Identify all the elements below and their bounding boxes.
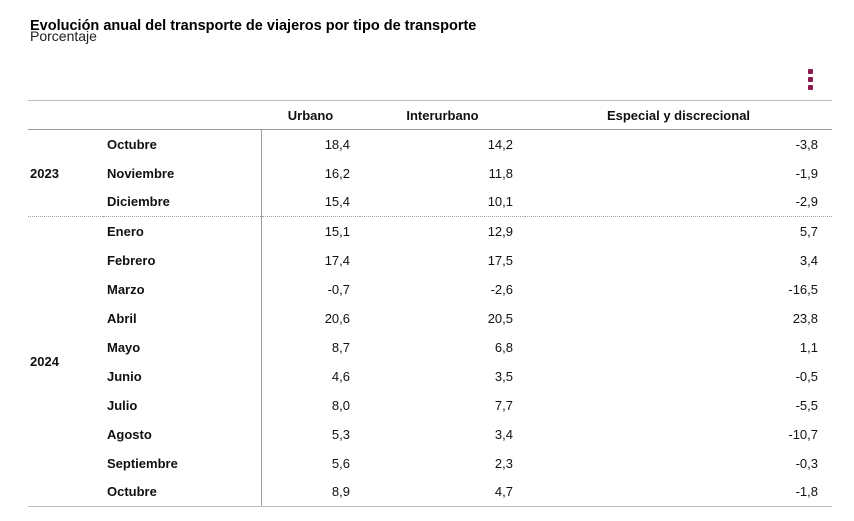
data-table: Urbano Interurbano Especial y discrecion… xyxy=(28,100,832,507)
table-row: Abril 20,6 20,5 23,8 xyxy=(28,303,832,333)
kebab-menu-icon xyxy=(807,68,813,74)
month-label: Octubre xyxy=(103,477,261,507)
column-header-especial: Especial y discrecional xyxy=(525,100,832,130)
value-cell-especial: -1,9 xyxy=(795,165,818,181)
value-cell-interurbano: -2,6 xyxy=(490,281,513,297)
value-cell-urbano: 5,3 xyxy=(260,419,360,449)
value-cell-interurbano: 20,5 xyxy=(487,310,513,326)
table-row: Noviembre 16,2 11,8 -1,9 xyxy=(28,158,832,188)
value-cell-urbano: 8,7 xyxy=(260,332,360,362)
table-row: Marzo -0,7 -2,6 -16,5 xyxy=(28,274,832,304)
month-label: Octubre xyxy=(107,136,157,152)
value-cell-urbano: 4,6 xyxy=(260,361,360,391)
value-cell-urbano: 17,4 xyxy=(260,245,360,275)
month-label: Enero xyxy=(103,216,261,246)
value-cell-urbano: 15,4 xyxy=(260,187,360,217)
value-cell-urbano: 16,2 xyxy=(260,158,360,188)
month-label: Diciembre xyxy=(107,194,170,210)
corner-cell xyxy=(28,100,261,130)
year-group-2023: 2023 Octubre 18,4 14,2 -3,8 Noviembre 16… xyxy=(28,129,832,217)
table-row: 2023 Octubre 18,4 14,2 -3,8 xyxy=(28,129,832,181)
table-row: Septiembre 5,6 2,3 -0,3 xyxy=(28,448,832,478)
value-cell-interurbano: 3,5 xyxy=(494,368,513,384)
value-cell-interurbano: 4,7 xyxy=(360,477,525,507)
value-cell-urbano: -0,7 xyxy=(260,274,360,304)
year-group-2024: 2024 Enero 15,1 12,9 5,7 Febrero 17,4 17… xyxy=(28,216,832,507)
value-cell-interurbano: 10,1 xyxy=(487,194,513,210)
value-cell-interurbano: 14,2 xyxy=(487,136,513,152)
table-row: Agosto 5,3 3,4 -10,7 xyxy=(28,419,832,449)
value-cell-especial: 1,1 xyxy=(799,339,818,355)
value-cell-especial: -3,8 xyxy=(795,136,818,152)
value-cell-especial: -1,8 xyxy=(525,477,832,507)
value-cell-interurbano: 3,4 xyxy=(494,426,513,442)
value-cell-urbano: 18,4 xyxy=(260,129,360,159)
table-row: Junio 4,6 3,5 -0,5 xyxy=(28,361,832,391)
value-cell-interurbano: 2,3 xyxy=(494,455,513,471)
month-label: Febrero xyxy=(107,252,156,268)
value-cell-urbano: 8,9 xyxy=(260,477,360,507)
kebab-menu-icon xyxy=(807,84,813,90)
value-cell-especial: 3,4 xyxy=(799,252,818,268)
table-row: Mayo 8,7 6,8 1,1 xyxy=(28,332,832,362)
column-header-urbano: Urbano xyxy=(261,100,360,130)
month-label: Mayo xyxy=(107,339,141,355)
value-cell-interurbano: 17,5 xyxy=(487,252,513,268)
value-cell-especial: -2,9 xyxy=(795,194,818,210)
year-label: 2023 xyxy=(30,165,59,181)
table-row: 2024 Enero 15,1 12,9 5,7 xyxy=(28,216,832,507)
value-cell-especial: 5,7 xyxy=(525,216,832,246)
kebab-menu-icon xyxy=(807,76,813,82)
value-cell-urbano: 8,0 xyxy=(260,390,360,420)
value-cell-especial: -0,5 xyxy=(795,368,818,384)
value-cell-especial: -10,7 xyxy=(788,426,818,442)
value-cell-interurbano: 12,9 xyxy=(360,216,525,246)
column-header-interurbano: Interurbano xyxy=(360,100,525,130)
value-cell-urbano: 15,1 xyxy=(260,216,360,246)
options-menu-button[interactable] xyxy=(799,63,821,95)
value-cell-interurbano: 7,7 xyxy=(494,397,513,413)
table-row: Julio 8,0 7,7 -5,5 xyxy=(28,390,832,420)
table-row: Diciembre 15,4 10,1 -2,9 xyxy=(28,187,832,217)
header-row: Urbano Interurbano Especial y discrecion… xyxy=(28,100,832,130)
value-cell-especial: -0,3 xyxy=(795,455,818,471)
value-cell-urbano: 5,6 xyxy=(260,448,360,478)
value-cell-especial: 23,8 xyxy=(792,310,818,326)
value-cell-interurbano: 6,8 xyxy=(494,339,513,355)
month-label: Junio xyxy=(107,368,142,384)
value-cell-interurbano: 11,8 xyxy=(488,165,513,181)
table-row: Febrero 17,4 17,5 3,4 xyxy=(28,245,832,275)
month-label: Marzo xyxy=(107,281,145,297)
year-label: 2024 xyxy=(28,216,103,507)
value-cell-especial: -5,5 xyxy=(795,397,818,413)
value-cell-especial: -16,5 xyxy=(788,281,818,297)
value-cell-urbano: 20,6 xyxy=(260,303,360,333)
table-row: Octubre 8,9 4,7 -1,8 xyxy=(28,477,832,507)
page-title: Evolución anual del transporte de viajer… xyxy=(30,17,477,34)
month-label: Agosto xyxy=(107,426,152,442)
month-label: Septiembre xyxy=(107,455,178,471)
month-label: Julio xyxy=(107,397,138,413)
month-label: Noviembre xyxy=(107,165,175,181)
month-label: Abril xyxy=(107,310,137,326)
page-subtitle: Porcentaje xyxy=(30,28,97,44)
